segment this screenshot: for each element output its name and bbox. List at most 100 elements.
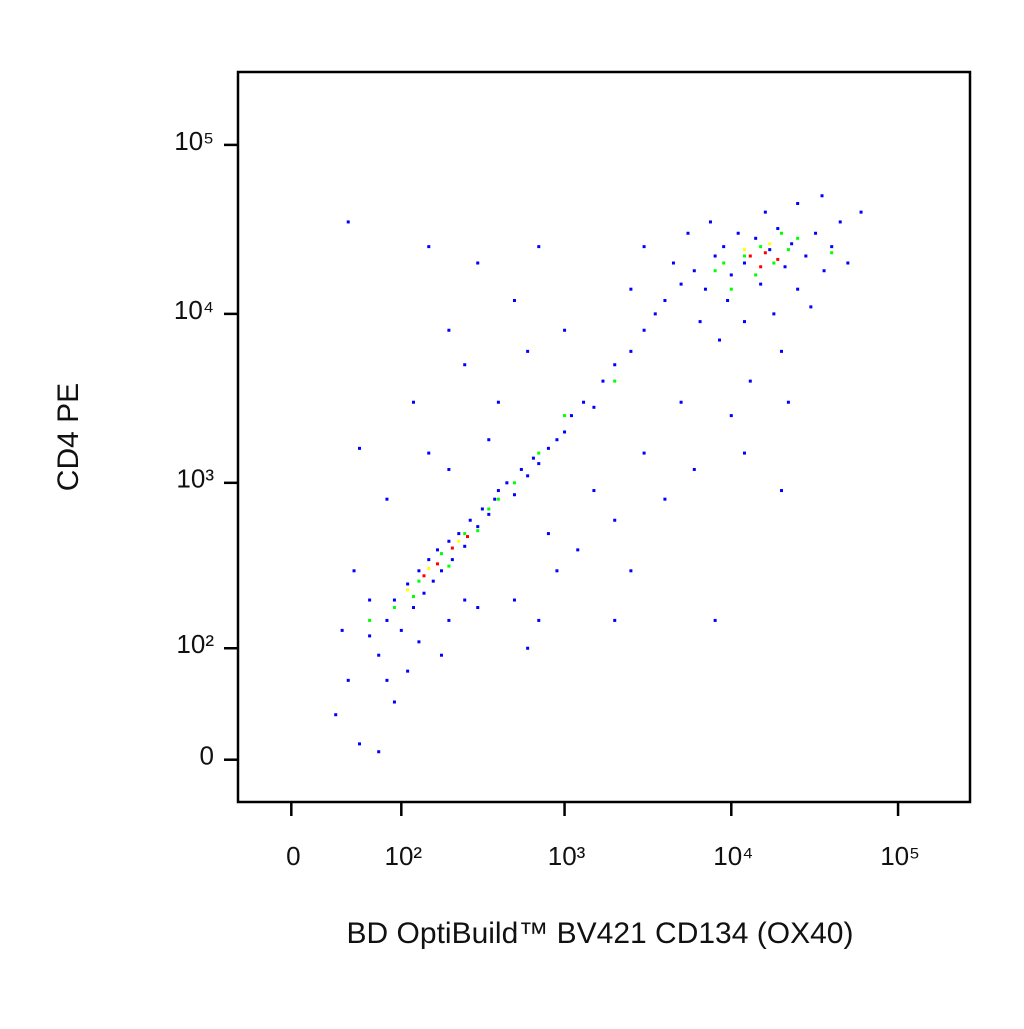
- data-point: [392, 606, 396, 610]
- data-point: [463, 544, 467, 548]
- data-point: [779, 349, 783, 353]
- y-tick-label: 10²: [176, 629, 214, 659]
- data-point: [411, 400, 415, 404]
- data-point: [763, 251, 767, 255]
- data-point: [476, 261, 480, 265]
- data-point: [427, 451, 431, 455]
- data-point: [406, 582, 410, 586]
- data-point: [679, 400, 683, 404]
- plot-frame: [236, 70, 972, 804]
- data-point: [427, 558, 431, 562]
- data-point: [671, 261, 675, 265]
- data-point: [435, 562, 439, 566]
- data-point: [476, 606, 480, 610]
- data-point: [708, 220, 712, 224]
- data-point: [779, 489, 783, 493]
- data-point: [779, 231, 783, 235]
- data-point: [748, 254, 752, 258]
- data-point: [830, 251, 834, 255]
- data-point: [447, 539, 451, 543]
- data-point: [487, 438, 491, 442]
- data-point: [642, 451, 646, 455]
- x-tick-label: 0: [286, 841, 300, 871]
- data-point: [796, 287, 800, 291]
- y-tick-label: 0: [200, 741, 214, 771]
- data-point: [748, 379, 752, 383]
- x-tick-label: 10³: [548, 841, 586, 871]
- data-point: [476, 525, 480, 529]
- data-point: [512, 598, 516, 602]
- data-point: [742, 451, 746, 455]
- data-point: [768, 242, 772, 246]
- data-point: [377, 653, 381, 657]
- data-point: [790, 242, 794, 246]
- data-point: [786, 248, 790, 252]
- data-point: [613, 618, 617, 622]
- data-point: [742, 248, 746, 252]
- data-point: [713, 254, 717, 258]
- data-point: [385, 497, 389, 501]
- data-point: [763, 210, 767, 214]
- data-point: [713, 269, 717, 273]
- data-point: [512, 298, 516, 302]
- data-point: [629, 287, 633, 291]
- data-point: [476, 529, 480, 533]
- data-point: [729, 414, 733, 418]
- data-point: [713, 618, 717, 622]
- data-point: [512, 493, 516, 497]
- data-point: [512, 481, 516, 485]
- data-point: [653, 312, 657, 316]
- data-point: [526, 349, 530, 353]
- data-point: [759, 282, 763, 286]
- data-point: [796, 201, 800, 205]
- data-point: [563, 430, 567, 434]
- data-point: [537, 462, 541, 466]
- data-point: [754, 273, 758, 277]
- y-tick-label: 10⁵: [174, 126, 214, 156]
- data-point: [457, 539, 461, 543]
- data-point: [555, 438, 559, 442]
- x-tick-label: 10⁴: [713, 841, 753, 871]
- data-point: [368, 618, 372, 622]
- data-point: [783, 265, 787, 269]
- data-point: [368, 598, 372, 602]
- data-point: [466, 535, 470, 539]
- data-point: [759, 245, 763, 249]
- data-point: [703, 287, 707, 291]
- data-point: [546, 532, 550, 536]
- data-point: [358, 742, 362, 746]
- data-point: [772, 261, 776, 265]
- data-point: [496, 400, 500, 404]
- data-point: [439, 653, 443, 657]
- data-point: [692, 269, 696, 273]
- data-point: [368, 634, 372, 638]
- data-point: [505, 481, 509, 485]
- data-point: [417, 640, 421, 644]
- data-point: [679, 282, 683, 286]
- data-point: [822, 269, 826, 273]
- data-point: [431, 579, 435, 583]
- data-point: [468, 518, 472, 522]
- data-point: [796, 236, 800, 240]
- data-point: [613, 518, 617, 522]
- data-point: [385, 678, 389, 682]
- data-point: [722, 261, 726, 265]
- data-point: [406, 669, 410, 673]
- data-point: [759, 265, 763, 269]
- data-point: [496, 489, 500, 493]
- data-point: [820, 194, 824, 198]
- data-point: [480, 507, 484, 511]
- data-point: [718, 338, 722, 342]
- data-point: [736, 231, 740, 235]
- data-point: [417, 569, 421, 573]
- data-point: [450, 546, 454, 550]
- data-point: [493, 497, 497, 501]
- data-point: [334, 713, 338, 717]
- data-point: [742, 261, 746, 265]
- data-point: [726, 298, 730, 302]
- data-point: [457, 532, 461, 536]
- data-point: [537, 451, 541, 455]
- data-point: [663, 497, 667, 501]
